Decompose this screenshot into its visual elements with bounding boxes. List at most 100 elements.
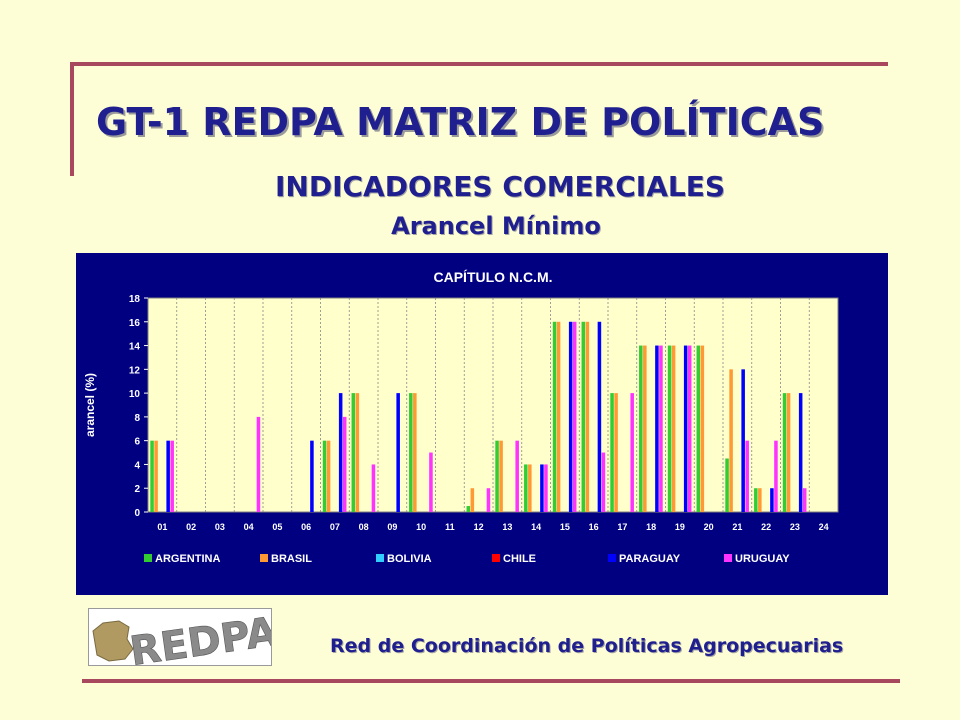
- bar-argentina: [610, 393, 614, 512]
- x-tick-label: 21: [732, 522, 742, 532]
- bar-argentina: [466, 506, 471, 512]
- y-tick-label: 12: [129, 365, 141, 376]
- legend-entry: BOLIVIA: [387, 553, 432, 565]
- x-tick-label: 12: [474, 522, 484, 532]
- x-tick-label: 19: [675, 522, 685, 532]
- bar-brasil: [614, 393, 618, 512]
- legend-entry: URUGUAY: [735, 553, 790, 565]
- bar-uruguay: [170, 440, 174, 512]
- logo-text: REDPA: [127, 609, 271, 665]
- bar-brasil: [556, 321, 561, 512]
- x-tick-label: 20: [704, 522, 714, 532]
- bar-paraguay: [683, 345, 688, 512]
- bar-argentina: [322, 440, 327, 512]
- chart-panel: CAPÍTULO N.C.M. 0 2 4 6 8 10 12 14 16 18 arancel (%…: [76, 253, 888, 595]
- y-tick-label: 2: [134, 484, 140, 495]
- x-tick-label: 03: [215, 522, 225, 532]
- y-tick-label: 16: [129, 318, 141, 329]
- bar-uruguay: [630, 393, 634, 512]
- bar-argentina: [495, 440, 499, 512]
- bar-paraguay: [770, 488, 774, 512]
- page-title: GT-1 REDPA MATRIZ DE POLÍTICAS: [96, 100, 825, 144]
- y-tick-label: 14: [129, 342, 141, 353]
- page-subtitle-secondary: Arancel Mínimo: [391, 212, 601, 240]
- bar-chart: CAPÍTULO N.C.M. 0 24 6 8 10 12 14 16 18 arancel (%…: [83, 269, 839, 565]
- bar-brasil: [154, 440, 158, 512]
- y-tick-label: 10: [129, 389, 141, 400]
- bar-uruguay: [774, 440, 778, 512]
- x-tick-label: 02: [186, 522, 196, 532]
- x-tick-label: 24: [819, 522, 829, 532]
- x-tick-label: 15: [560, 522, 570, 532]
- bar-brasil: [355, 393, 360, 512]
- x-tick-label: 04: [244, 522, 254, 532]
- bar-brasil: [585, 321, 590, 512]
- legend-swatch: [260, 554, 268, 562]
- bar-paraguay: [568, 321, 573, 512]
- accent-rule-left: [70, 62, 74, 176]
- x-tick-label: 22: [761, 522, 771, 532]
- bar-uruguay: [371, 464, 376, 512]
- x-tick-label: 16: [589, 522, 599, 532]
- x-tick-label: 13: [502, 522, 512, 532]
- bar-argentina: [696, 345, 701, 512]
- y-axis-label: arancel (%): [83, 373, 97, 437]
- bar-uruguay: [256, 416, 261, 512]
- legend-entry: CHILE: [503, 553, 536, 565]
- x-tick-label: 18: [646, 522, 656, 532]
- bar-paraguay: [798, 393, 803, 512]
- footer-org-name: Red de Coordinación de Políticas Agropec…: [330, 635, 844, 657]
- bar-paraguay: [166, 440, 170, 512]
- y-tick-label: 6: [134, 437, 140, 448]
- legend-entry: ARGENTINA: [155, 553, 220, 565]
- bar-paraguay: [310, 440, 314, 512]
- bar-uruguay: [572, 321, 577, 512]
- bar-argentina: [552, 321, 557, 512]
- logo-graphic: REDPA: [92, 609, 280, 675]
- chart-title: CAPÍTULO N.C.M.: [434, 269, 553, 285]
- x-tick-label: 10: [416, 522, 426, 532]
- redpa-logo: REDPA: [88, 608, 280, 675]
- bar-uruguay: [601, 452, 606, 512]
- x-tick-label: 11: [445, 522, 455, 532]
- bar-uruguay: [802, 488, 807, 512]
- bar-uruguay: [429, 452, 433, 512]
- x-tick-label: 14: [531, 522, 541, 532]
- x-tick-label: 17: [617, 522, 627, 532]
- page-subtitle: INDICADORES COMERCIALES: [274, 170, 726, 203]
- y-tick-label: 0: [134, 508, 140, 519]
- bar-uruguay: [687, 345, 692, 512]
- bar-uruguay: [342, 416, 347, 512]
- bar-brasil: [671, 345, 676, 512]
- bar-uruguay: [745, 440, 749, 512]
- legend-swatch: [492, 554, 500, 562]
- bar-paraguay: [540, 464, 544, 512]
- bar-paraguay: [597, 321, 602, 512]
- legend-entry: PARAGUAY: [619, 553, 681, 565]
- bar-paraguay: [396, 393, 400, 512]
- x-tick-label: 08: [359, 522, 369, 532]
- y-tick-label: 18: [129, 294, 141, 305]
- x-tick-label: 07: [330, 522, 340, 532]
- bar-argentina: [754, 488, 758, 512]
- legend-swatch: [724, 554, 732, 562]
- x-tick-label: 06: [301, 522, 311, 532]
- bar-argentina: [351, 393, 356, 512]
- bar-argentina: [725, 458, 729, 512]
- bar-brasil: [758, 488, 762, 512]
- bar-argentina: [524, 464, 528, 512]
- x-tick-label: 23: [790, 522, 800, 532]
- bar-brasil: [326, 440, 331, 512]
- bar-brasil: [413, 393, 417, 512]
- bar-argentina: [150, 440, 154, 512]
- bar-paraguay: [741, 369, 745, 512]
- legend-swatch: [608, 554, 616, 562]
- bar-brasil: [700, 345, 705, 512]
- bar-brasil: [786, 393, 791, 512]
- bar-brasil: [470, 488, 475, 512]
- x-tick-label: 05: [272, 522, 282, 532]
- y-tick-label: 8: [134, 413, 140, 424]
- legend-swatch: [376, 554, 384, 562]
- x-tick-label: 01: [157, 522, 167, 532]
- bar-brasil: [643, 345, 647, 512]
